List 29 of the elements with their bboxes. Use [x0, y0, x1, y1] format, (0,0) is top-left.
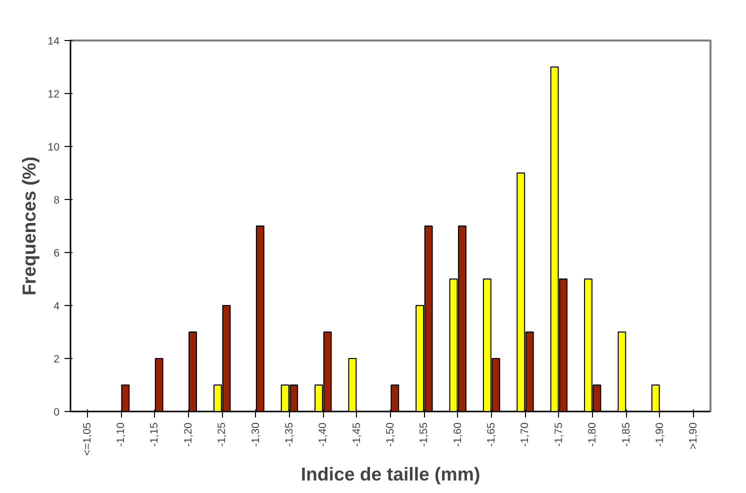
- x-tick-label: -1,60: [452, 422, 464, 447]
- y-tick-label: 12: [48, 88, 60, 100]
- y-tick-label: 0: [54, 406, 60, 418]
- x-tick-label: -1,85: [620, 422, 632, 447]
- x-tick-label: -1,65: [486, 422, 498, 447]
- x-tick-label: -1,90: [654, 422, 666, 447]
- x-tick-label: >1,90: [688, 422, 700, 450]
- x-tick-label: -1,45: [350, 422, 363, 447]
- y-tick-label: 6: [54, 248, 60, 260]
- x-tick-label: <=1,05: [81, 422, 94, 456]
- y-tick-label: 2: [54, 354, 60, 366]
- x-axis-title: Indice de taille (mm): [300, 464, 480, 485]
- y-tick-label: 14: [48, 36, 60, 48]
- x-tick-label: -1,80: [586, 422, 599, 447]
- x-tick-label: -1,15: [148, 422, 161, 447]
- x-tick-label: -1,55: [418, 422, 430, 447]
- x-tick-label: -1,50: [384, 422, 396, 447]
- y-axis-title: Frequences (%): [18, 156, 40, 296]
- x-tick-label: -1,70: [519, 422, 532, 447]
- y-tick-label: 4: [54, 300, 60, 312]
- x-tick-label: -1,30: [250, 422, 262, 447]
- x-tick-label: -1,35: [283, 422, 296, 447]
- x-tick-label: -1,10: [115, 422, 128, 447]
- x-tick-label: -1,40: [317, 422, 330, 447]
- x-tick-label: -1,75: [552, 422, 565, 447]
- x-tick-label: -1,25: [216, 422, 228, 447]
- x-tick-label: -1,20: [182, 422, 194, 447]
- y-tick-label: 10: [48, 142, 60, 154]
- y-tick-label: 8: [54, 194, 60, 206]
